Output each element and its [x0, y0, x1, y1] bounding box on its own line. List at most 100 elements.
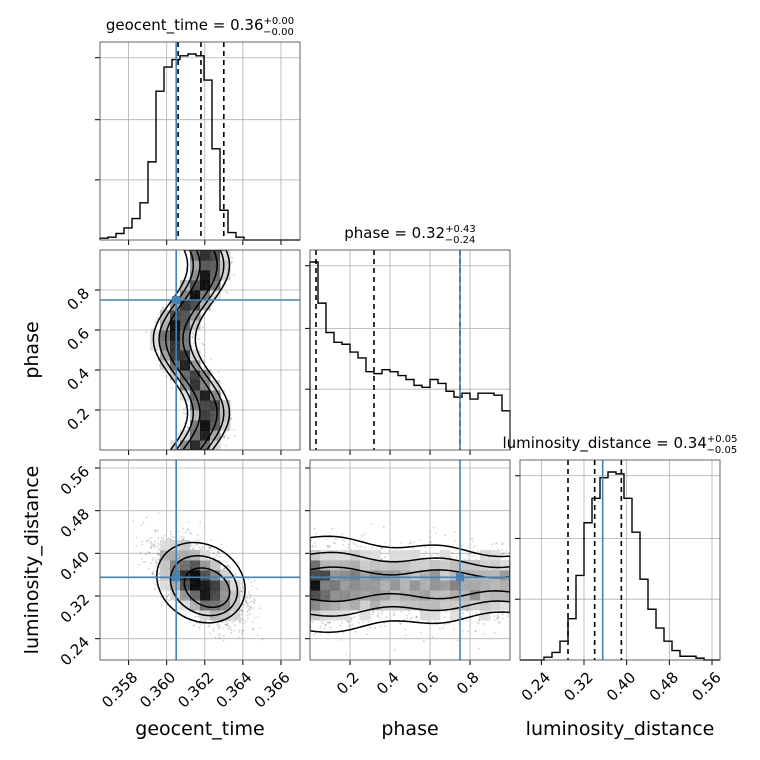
density-cell [200, 280, 211, 291]
hist-panel-phase: phase = 0.32+0.43 −0.24 [305, 224, 511, 455]
scatter-point [198, 338, 200, 340]
scatter-point [240, 590, 243, 592]
scatter-point [132, 520, 135, 523]
density-cell [220, 250, 231, 261]
scatter-point [233, 435, 236, 438]
scatter-point [139, 551, 142, 554]
scatter-point [171, 535, 173, 538]
scatter-point [223, 567, 226, 570]
density-cell [190, 270, 201, 281]
scatter-point [156, 317, 159, 320]
density-cell [150, 340, 161, 351]
scatter-point [156, 562, 159, 565]
scatter-point [183, 408, 185, 411]
contour-inner [164, 250, 218, 450]
scatter-point [243, 622, 246, 625]
scatter-point [207, 625, 210, 627]
density-cell [170, 320, 181, 331]
scatter-point [135, 545, 138, 547]
title-luminosity_distance: luminosity_distance = 0.34+0.05 −0.05 [502, 434, 737, 456]
scatter-panel-geocent_time-phase [95, 250, 300, 455]
histogram-phase [309, 261, 511, 450]
scatter-point [210, 358, 213, 361]
scatter-point [201, 546, 204, 549]
density-cell [180, 390, 191, 401]
scatter-point [184, 613, 187, 616]
density-cell [160, 360, 171, 371]
scatter-point [157, 549, 160, 552]
scatter-point [230, 418, 233, 421]
scatter-point [171, 386, 174, 389]
density-cell [220, 420, 231, 431]
scatter-point [194, 615, 197, 618]
density-cell [190, 400, 201, 411]
scatter-point [202, 343, 205, 346]
density-cell [190, 300, 201, 311]
scatter-point [209, 546, 212, 548]
scatter-point [212, 627, 215, 630]
scatter-point [142, 521, 145, 524]
scatter-point [217, 370, 220, 373]
scatter-point [243, 629, 245, 632]
scatter-point [153, 544, 156, 546]
density-cell [210, 400, 221, 411]
scatter-point [190, 544, 193, 547]
scatter-point [149, 542, 152, 545]
scatter-point [190, 344, 193, 347]
scatter-point [149, 547, 152, 549]
scatter-point [245, 599, 247, 602]
density-cell [190, 280, 201, 291]
scatter-point [208, 547, 210, 549]
scatter-point [168, 607, 170, 609]
scatter-point [214, 636, 217, 639]
density-cell [210, 410, 221, 421]
scatter-point [241, 618, 244, 621]
scatter-point [184, 531, 187, 534]
scatter-point [218, 636, 221, 639]
scatter-point [201, 546, 204, 549]
scatter-point [140, 523, 143, 526]
scatter-point [240, 632, 243, 635]
scatter-point [152, 570, 155, 573]
scatter-point [187, 277, 189, 280]
truth-marker [172, 296, 181, 304]
scatter-point [145, 540, 148, 542]
scatter-point [202, 326, 205, 329]
scatter-point [193, 545, 195, 548]
title-prefix: geocent_time = 0.36 [106, 16, 264, 35]
scatter-point [156, 554, 159, 556]
scatter-point [225, 620, 228, 623]
scatter-point [157, 552, 160, 555]
scatter-point [249, 606, 252, 608]
scatter-point [152, 559, 154, 561]
scatter-point [222, 436, 225, 438]
scatter-point [239, 620, 242, 623]
density-cell [170, 440, 181, 450]
scatter-point [169, 530, 172, 533]
scatter-point [218, 627, 221, 630]
scatter-point [246, 614, 249, 617]
scatter-point [187, 400, 190, 403]
scatter-point [154, 321, 157, 323]
scatter-point [178, 537, 181, 540]
scatter-point [250, 581, 252, 583]
density-cell [170, 300, 181, 311]
density-cell [190, 440, 201, 450]
density-cell [210, 380, 221, 391]
density-cell [190, 290, 201, 301]
scatter-point [148, 551, 151, 554]
scatter-point [233, 428, 235, 431]
scatter-point [160, 307, 163, 310]
density-cell [180, 280, 191, 291]
scatter-point [145, 331, 147, 334]
density-cell [190, 250, 201, 261]
density-cell [160, 310, 171, 321]
scatter-point [246, 602, 248, 605]
scatter-point [209, 547, 211, 549]
scatter-point [197, 539, 200, 542]
scatter-point [154, 574, 157, 577]
scatter-point [222, 560, 225, 563]
scatter-point [240, 590, 243, 593]
scatter-point [247, 578, 250, 581]
scatter-point [256, 634, 259, 636]
